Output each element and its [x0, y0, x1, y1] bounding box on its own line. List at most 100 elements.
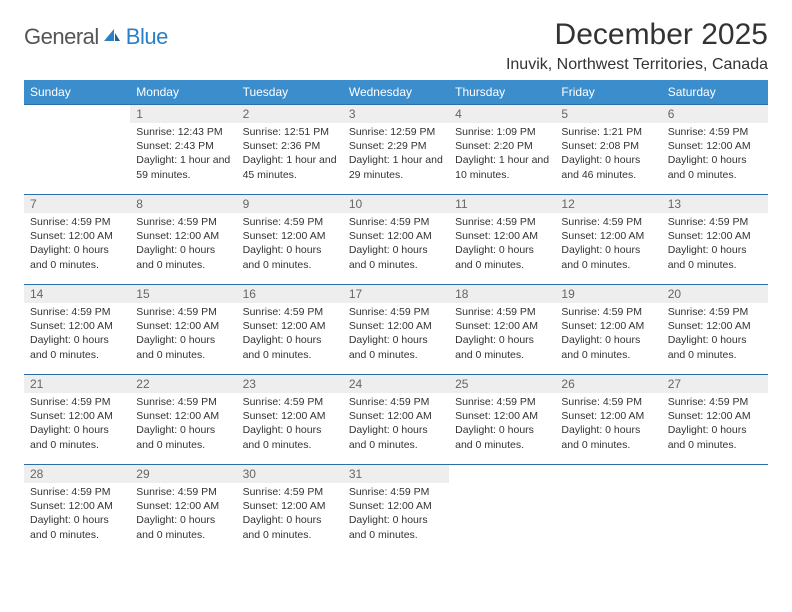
day-data: Sunrise: 4:59 PMSunset: 12:00 AMDaylight…	[662, 123, 768, 186]
day-number: 11	[449, 195, 555, 213]
sunrise-text: Sunrise: 4:59 PM	[349, 215, 443, 229]
day-data: Sunrise: 4:59 PMSunset: 12:00 AMDaylight…	[24, 213, 130, 276]
calendar-cell: 31Sunrise: 4:59 PMSunset: 12:00 AMDaylig…	[343, 465, 449, 555]
sunset-text: Sunset: 2:36 PM	[243, 139, 337, 153]
daylight-text: Daylight: 0 hours and 0 minutes.	[668, 333, 762, 361]
calendar-cell: 5Sunrise: 1:21 PMSunset: 2:08 PMDaylight…	[555, 105, 661, 195]
daylight-text: Daylight: 1 hour and 29 minutes.	[349, 153, 443, 181]
day-number: 29	[130, 465, 236, 483]
calendar-cell: 6Sunrise: 4:59 PMSunset: 12:00 AMDayligh…	[662, 105, 768, 195]
sunrise-text: Sunrise: 4:59 PM	[349, 395, 443, 409]
sunrise-text: Sunrise: 4:59 PM	[349, 305, 443, 319]
sunset-text: Sunset: 12:00 AM	[455, 409, 549, 423]
calendar-cell: 23Sunrise: 4:59 PMSunset: 12:00 AMDaylig…	[237, 375, 343, 465]
sunrise-text: Sunrise: 4:59 PM	[668, 125, 762, 139]
day-data: Sunrise: 4:59 PMSunset: 12:00 AMDaylight…	[449, 303, 555, 366]
calendar-cell: 13Sunrise: 4:59 PMSunset: 12:00 AMDaylig…	[662, 195, 768, 285]
day-data: Sunrise: 4:59 PMSunset: 12:00 AMDaylight…	[237, 393, 343, 456]
day-data: Sunrise: 4:59 PMSunset: 12:00 AMDaylight…	[130, 483, 236, 546]
sunset-text: Sunset: 2:08 PM	[561, 139, 655, 153]
day-data: Sunrise: 4:59 PMSunset: 12:00 AMDaylight…	[555, 393, 661, 456]
calendar-cell: 18Sunrise: 4:59 PMSunset: 12:00 AMDaylig…	[449, 285, 555, 375]
day-number: 5	[555, 105, 661, 123]
sunset-text: Sunset: 12:00 AM	[136, 229, 230, 243]
calendar-cell: 2Sunrise: 12:51 PMSunset: 2:36 PMDayligh…	[237, 105, 343, 195]
sunset-text: Sunset: 12:00 AM	[561, 409, 655, 423]
calendar-cell: 16Sunrise: 4:59 PMSunset: 12:00 AMDaylig…	[237, 285, 343, 375]
calendar-cell	[449, 465, 555, 555]
daylight-text: Daylight: 0 hours and 0 minutes.	[455, 423, 549, 451]
calendar-cell: 15Sunrise: 4:59 PMSunset: 12:00 AMDaylig…	[130, 285, 236, 375]
day-number: 16	[237, 285, 343, 303]
daylight-text: Daylight: 0 hours and 0 minutes.	[136, 423, 230, 451]
sunset-text: Sunset: 12:00 AM	[668, 409, 762, 423]
logo: General Blue	[24, 18, 168, 50]
day-data: Sunrise: 4:59 PMSunset: 12:00 AMDaylight…	[343, 213, 449, 276]
daylight-text: Daylight: 0 hours and 0 minutes.	[243, 243, 337, 271]
sunset-text: Sunset: 12:00 AM	[243, 319, 337, 333]
weekday-header: Thursday	[449, 80, 555, 105]
day-data: Sunrise: 4:59 PMSunset: 12:00 AMDaylight…	[130, 303, 236, 366]
calendar-cell: 3Sunrise: 12:59 PMSunset: 2:29 PMDayligh…	[343, 105, 449, 195]
day-number: 9	[237, 195, 343, 213]
daylight-text: Daylight: 0 hours and 0 minutes.	[349, 513, 443, 541]
calendar-cell: 24Sunrise: 4:59 PMSunset: 12:00 AMDaylig…	[343, 375, 449, 465]
sunset-text: Sunset: 12:00 AM	[455, 229, 549, 243]
sunrise-text: Sunrise: 4:59 PM	[455, 305, 549, 319]
day-data: Sunrise: 1:21 PMSunset: 2:08 PMDaylight:…	[555, 123, 661, 186]
header: General Blue December 2025 Inuvik, North…	[24, 18, 768, 74]
calendar-cell: 25Sunrise: 4:59 PMSunset: 12:00 AMDaylig…	[449, 375, 555, 465]
day-data: Sunrise: 4:59 PMSunset: 12:00 AMDaylight…	[449, 393, 555, 456]
sunrise-text: Sunrise: 4:59 PM	[668, 305, 762, 319]
day-number: 25	[449, 375, 555, 393]
calendar-cell: 8Sunrise: 4:59 PMSunset: 12:00 AMDayligh…	[130, 195, 236, 285]
logo-sail-icon	[102, 27, 122, 48]
daylight-text: Daylight: 0 hours and 0 minutes.	[136, 333, 230, 361]
calendar-cell: 4Sunrise: 1:09 PMSunset: 2:20 PMDaylight…	[449, 105, 555, 195]
sunrise-text: Sunrise: 4:59 PM	[136, 305, 230, 319]
sunrise-text: Sunrise: 4:59 PM	[668, 215, 762, 229]
sunset-text: Sunset: 12:00 AM	[136, 499, 230, 513]
daylight-text: Daylight: 0 hours and 0 minutes.	[561, 333, 655, 361]
day-data: Sunrise: 4:59 PMSunset: 12:00 AMDaylight…	[237, 483, 343, 546]
sunrise-text: Sunrise: 4:59 PM	[561, 305, 655, 319]
logo-text-blue: Blue	[126, 24, 168, 50]
sunrise-text: Sunrise: 1:21 PM	[561, 125, 655, 139]
sunrise-text: Sunrise: 12:43 PM	[136, 125, 230, 139]
daylight-text: Daylight: 0 hours and 0 minutes.	[349, 243, 443, 271]
sunset-text: Sunset: 12:00 AM	[243, 229, 337, 243]
sunset-text: Sunset: 12:00 AM	[349, 409, 443, 423]
calendar-cell	[662, 465, 768, 555]
day-number: 24	[343, 375, 449, 393]
calendar-row: 28Sunrise: 4:59 PMSunset: 12:00 AMDaylig…	[24, 465, 768, 555]
daylight-text: Daylight: 0 hours and 46 minutes.	[561, 153, 655, 181]
sunrise-text: Sunrise: 12:51 PM	[243, 125, 337, 139]
day-number: 8	[130, 195, 236, 213]
sunrise-text: Sunrise: 4:59 PM	[30, 305, 124, 319]
calendar-row: 7Sunrise: 4:59 PMSunset: 12:00 AMDayligh…	[24, 195, 768, 285]
calendar-cell: 12Sunrise: 4:59 PMSunset: 12:00 AMDaylig…	[555, 195, 661, 285]
day-number: 15	[130, 285, 236, 303]
sunrise-text: Sunrise: 4:59 PM	[30, 395, 124, 409]
day-data: Sunrise: 4:59 PMSunset: 12:00 AMDaylight…	[237, 213, 343, 276]
weekday-header: Wednesday	[343, 80, 449, 105]
day-number: 18	[449, 285, 555, 303]
daylight-text: Daylight: 0 hours and 0 minutes.	[30, 333, 124, 361]
day-data: Sunrise: 4:59 PMSunset: 12:00 AMDaylight…	[130, 213, 236, 276]
sunset-text: Sunset: 12:00 AM	[455, 319, 549, 333]
daylight-text: Daylight: 0 hours and 0 minutes.	[243, 513, 337, 541]
day-number: 30	[237, 465, 343, 483]
day-data: Sunrise: 12:51 PMSunset: 2:36 PMDaylight…	[237, 123, 343, 186]
daylight-text: Daylight: 1 hour and 59 minutes.	[136, 153, 230, 181]
day-number: 23	[237, 375, 343, 393]
daylight-text: Daylight: 0 hours and 0 minutes.	[561, 243, 655, 271]
day-number: 14	[24, 285, 130, 303]
daylight-text: Daylight: 0 hours and 0 minutes.	[349, 333, 443, 361]
day-data: Sunrise: 12:43 PMSunset: 2:43 PMDaylight…	[130, 123, 236, 186]
weekday-header-row: Sunday Monday Tuesday Wednesday Thursday…	[24, 80, 768, 105]
sunset-text: Sunset: 12:00 AM	[561, 229, 655, 243]
day-number: 13	[662, 195, 768, 213]
calendar-cell: 9Sunrise: 4:59 PMSunset: 12:00 AMDayligh…	[237, 195, 343, 285]
weekday-header: Friday	[555, 80, 661, 105]
day-data: Sunrise: 4:59 PMSunset: 12:00 AMDaylight…	[662, 393, 768, 456]
